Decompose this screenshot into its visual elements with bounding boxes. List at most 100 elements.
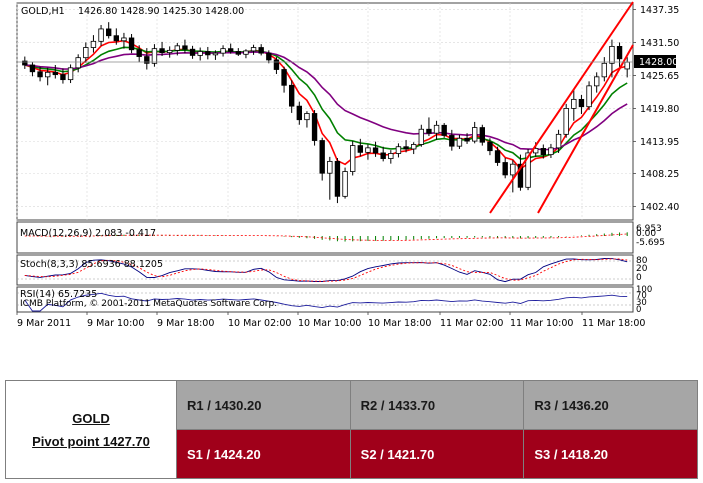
candle-body xyxy=(243,50,249,55)
main-price-panel: GOLD,H1 1426.80 1428.90 1425.30 1428.00 … xyxy=(16,1,679,221)
candle-body xyxy=(182,45,188,50)
rsi-line xyxy=(24,292,628,312)
candle-body xyxy=(357,145,363,153)
macd-label: MACD(12,26,9) 2.083 -0.417 xyxy=(20,228,156,239)
stoch-tick-80: 80 xyxy=(636,256,648,266)
candle-body xyxy=(98,28,104,42)
y-tick-label: 1437.35 xyxy=(640,5,679,16)
candle-body xyxy=(304,113,310,121)
resistance-1: R1 / 1430.20 xyxy=(176,380,351,430)
trend-channel xyxy=(489,1,634,214)
y-tick-label: 1425.65 xyxy=(640,71,679,82)
candle-body xyxy=(395,146,402,154)
candle-body xyxy=(75,57,81,69)
candle-body xyxy=(22,60,28,66)
candle-body xyxy=(189,48,196,56)
candle-body xyxy=(159,48,165,53)
x-tick-label: 9 Mar 10:00 xyxy=(87,318,144,329)
candle-body xyxy=(426,128,432,134)
stoch-label: Stoch(8,3,3) 85.6936 88.1205 xyxy=(20,259,163,270)
candle-body xyxy=(250,47,257,52)
macd-tick-mid: 0.00 xyxy=(636,229,656,239)
candle-body xyxy=(174,45,180,51)
support-1: S1 / 1424.20 xyxy=(176,429,351,479)
candle-body xyxy=(403,146,409,150)
candle-body xyxy=(197,51,203,56)
resistance-3: R3 / 1436.20 xyxy=(523,380,698,430)
candle-body xyxy=(441,124,447,136)
candle-body xyxy=(151,48,158,64)
candle-body xyxy=(106,28,112,37)
candle-body xyxy=(334,160,341,197)
candle-body xyxy=(464,137,470,142)
candle-body xyxy=(220,48,226,54)
rsi-tick-0: 0 xyxy=(636,305,641,315)
candle-body xyxy=(540,148,547,156)
candle-body xyxy=(601,62,608,78)
chart-header-ohlc: 1426.80 1428.90 1425.30 1428.00 xyxy=(78,6,244,17)
candle-body xyxy=(479,127,485,143)
x-tick-label: 10 Mar 10:00 xyxy=(298,318,361,329)
rsi-tick-30: 30 xyxy=(636,298,647,308)
candle-body xyxy=(471,127,478,142)
candle-body xyxy=(144,56,150,64)
macd-signal-line xyxy=(24,233,628,241)
candle-body xyxy=(449,135,455,147)
candle-body xyxy=(52,71,59,75)
candle-body xyxy=(166,49,173,54)
last-price-tag xyxy=(634,55,676,68)
candle-body xyxy=(288,84,295,107)
channel-lower-line xyxy=(537,44,634,214)
candle-body xyxy=(128,37,135,51)
pivot-point: Pivot point 1427.70 xyxy=(32,433,150,449)
chart-header: GOLD,H1 xyxy=(21,6,65,17)
candle-body xyxy=(327,160,333,174)
candle-body xyxy=(433,124,440,134)
candle-body xyxy=(67,67,74,81)
rsi-label: RSI(14) 65.7235 xyxy=(20,289,97,300)
gold-h1-chart: GOLD,H1 1426.80 1428.90 1425.30 1428.00 … xyxy=(16,1,680,329)
candle-body xyxy=(555,133,562,149)
candle-body xyxy=(510,163,516,176)
price-axis: 1437.35 1431.50 1425.65 1419.80 1413.95 1408.… xyxy=(633,5,679,213)
candle-body xyxy=(90,40,97,48)
rsi-panel: RSI(14) 65.7235 ICMB Platform, © 2001-20… xyxy=(16,285,652,315)
candle-body xyxy=(45,71,51,78)
candle-body xyxy=(609,46,615,64)
stochastic-panel: Stoch(8,3,3) 85.6936 88.1205 80 20 0 xyxy=(16,254,648,286)
x-tick-label: 11 Mar 10:00 xyxy=(510,318,573,329)
candle-body xyxy=(121,37,127,42)
candle-body xyxy=(319,140,325,174)
candle-body xyxy=(487,141,493,152)
candle-body xyxy=(563,108,569,135)
candle-body xyxy=(365,147,371,153)
macd-panel: MACD(12,26,9) 2.083 -0.417 6.953 0.00 -5… xyxy=(16,221,665,254)
ma-slow-line xyxy=(24,51,628,151)
pivot-points-table: GOLD Pivot point 1427.70 R1 / 1430.20 R2… xyxy=(5,380,698,479)
y-tick-label: 1419.80 xyxy=(640,104,679,115)
candle-body xyxy=(349,145,356,172)
time-axis: 9 Mar 2011 9 Mar 10:00 9 Mar 18:00 10 Mar 0… xyxy=(16,312,645,329)
candle-body xyxy=(281,69,287,86)
candle-body xyxy=(418,128,424,145)
candle-body xyxy=(571,98,577,109)
x-tick-label: 9 Mar 18:00 xyxy=(157,318,214,329)
candle-body xyxy=(616,46,623,60)
last-price-label: 1428.00 xyxy=(639,57,678,68)
y-tick-label: 1402.40 xyxy=(640,202,679,213)
candle-body xyxy=(388,153,394,159)
candle-body xyxy=(113,35,120,42)
pivot-symbol-cell: GOLD Pivot point 1427.70 xyxy=(5,380,177,479)
candle-body xyxy=(494,150,501,163)
candle-body xyxy=(273,59,280,70)
candle-body xyxy=(594,76,600,87)
candle-body xyxy=(311,113,318,141)
candle-body xyxy=(29,64,36,73)
candle-body xyxy=(37,71,43,78)
candle-body xyxy=(410,144,417,150)
candle-body xyxy=(624,61,630,70)
x-tick-label: 11 Mar 02:00 xyxy=(440,318,503,329)
y-tick-label: 1413.95 xyxy=(640,137,679,148)
resistance-2: R2 / 1433.70 xyxy=(349,380,525,430)
candle-body xyxy=(60,74,66,81)
